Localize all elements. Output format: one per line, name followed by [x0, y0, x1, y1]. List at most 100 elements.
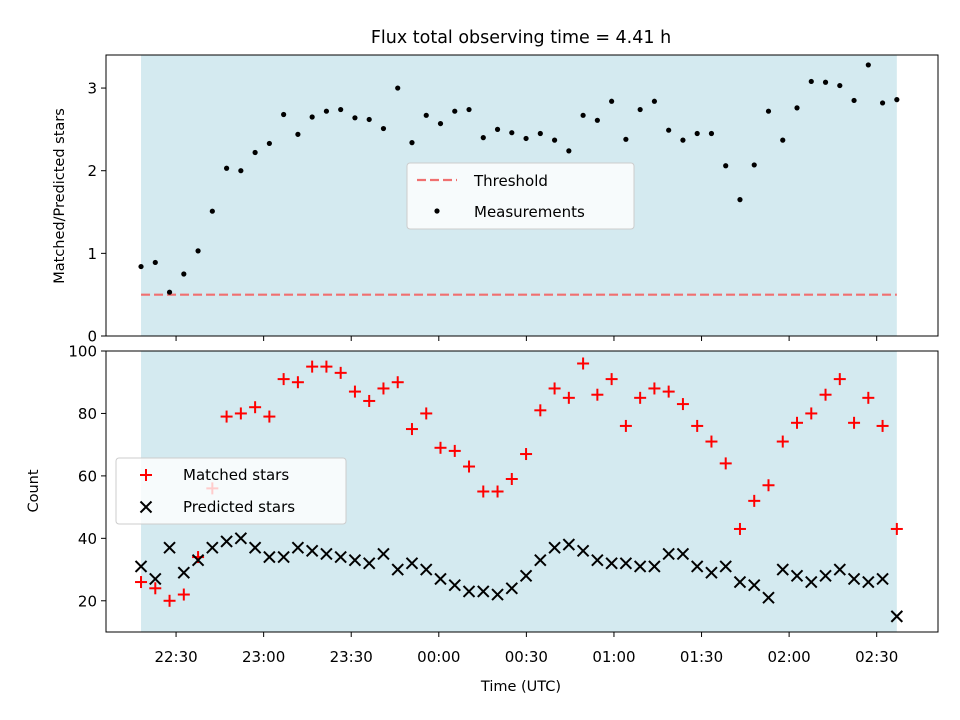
matched-star-point — [491, 485, 504, 498]
predicted-star-point — [177, 566, 191, 579]
predicted-star-point — [562, 538, 576, 551]
x-tick-label: 02:00 — [767, 648, 810, 666]
measurement-point — [209, 208, 215, 214]
predicted-star-point — [748, 578, 761, 592]
predicted-star-point — [334, 550, 347, 564]
x-tick-label: 23:30 — [330, 648, 373, 666]
matched-star-point — [577, 357, 590, 370]
x-tick-label: 02:30 — [855, 648, 898, 666]
legend-measurements-swatch — [434, 208, 440, 214]
predicted-star-point — [690, 560, 704, 573]
predicted-star-point — [705, 566, 718, 579]
matched-star-point — [177, 588, 190, 601]
predicted-star-point — [505, 582, 519, 595]
measurement-point — [252, 149, 258, 156]
top-panel: 0 1 2 3 Matched/Predicted stars Threshold M… — [52, 54, 939, 346]
measurement-point — [666, 127, 672, 133]
measurement-point — [223, 165, 230, 171]
measurement-point — [494, 126, 501, 132]
measurement-point — [523, 135, 529, 142]
measurement-point — [637, 106, 643, 113]
matched-star-point — [348, 385, 361, 398]
matched-star-point — [705, 435, 718, 448]
predicted-star-point — [206, 541, 219, 554]
matched-star-point — [363, 394, 376, 407]
matched-star-point — [776, 435, 789, 448]
measurement-point — [723, 163, 729, 169]
matched-star-point — [691, 419, 704, 432]
predicted-star-point — [876, 572, 889, 586]
matched-star-point — [791, 416, 804, 429]
predicted-star-point — [362, 557, 376, 570]
x-tick-label: 01:00 — [592, 648, 635, 666]
x-tick-label: 00:00 — [417, 648, 460, 666]
matched-star-point — [505, 473, 518, 486]
x-tick-label: 00:30 — [505, 648, 548, 666]
measurement-point — [708, 130, 715, 137]
matched-star-point — [562, 391, 575, 404]
matched-star-point — [263, 410, 276, 423]
matched-star-point — [848, 416, 861, 429]
measurement-point — [694, 130, 700, 137]
predicted-star-point — [776, 563, 789, 576]
matched-star-point — [149, 582, 162, 595]
measurement-point — [395, 85, 401, 91]
bottom-y-axis: 20 40 60 80 100 — [68, 343, 106, 610]
predicted-star-point — [576, 544, 590, 558]
legend-predicted-swatch — [139, 500, 153, 514]
predicted-star-point — [833, 563, 847, 576]
measurement-point — [152, 259, 158, 266]
bottom-y-tick-label: 60 — [78, 467, 97, 485]
measurement-point — [609, 98, 615, 104]
measurement-point — [765, 108, 772, 114]
predicted-star-point — [605, 557, 618, 570]
predicted-star-point — [448, 578, 461, 592]
matched-star-point — [862, 391, 875, 404]
matched-star-point — [520, 448, 533, 461]
measurement-point — [352, 115, 358, 121]
predicted-star-point — [348, 553, 362, 567]
predicted-star-point — [420, 563, 433, 576]
matched-star-point — [291, 376, 304, 389]
matched-star-point — [220, 410, 233, 423]
measurement-point — [509, 130, 515, 136]
measurement-point — [323, 108, 330, 114]
x-tick-label: 22:30 — [154, 648, 197, 666]
matched-star-point — [833, 373, 846, 386]
predicted-star-point — [149, 572, 162, 586]
matched-star-point — [676, 398, 689, 411]
measurement-point — [281, 111, 287, 118]
bottom-y-tick-label: 80 — [78, 405, 97, 423]
measurement-point — [594, 117, 600, 123]
bottom-panel: 20 40 60 80 100 22:30 23:00 23:30 00:00 00:30 01:… — [26, 343, 939, 695]
measurement-point — [680, 137, 686, 143]
x-tick-label: 01:30 — [680, 648, 723, 666]
matched-star-point — [434, 441, 447, 454]
measurement-point — [480, 135, 486, 141]
top-legend-box — [406, 162, 635, 230]
measurement-point — [651, 98, 658, 104]
bottom-y-tick-label: 100 — [68, 343, 97, 361]
measurement-point — [808, 78, 814, 85]
top-y-axis: 0 1 2 3 — [87, 80, 106, 346]
measurement-point — [409, 140, 415, 146]
matched-star-point — [876, 419, 889, 432]
predicted-star-point — [277, 550, 290, 564]
bottom-y-axis-label: Count — [26, 469, 42, 512]
matched-star-point — [733, 522, 746, 535]
measurement-point — [266, 140, 272, 147]
predicted-star-point — [405, 557, 419, 570]
matched-star-point — [819, 388, 832, 401]
matched-star-point — [662, 385, 675, 398]
bottom-y-tick-label: 20 — [78, 592, 97, 610]
matched-star-point — [534, 404, 547, 417]
matched-star-point — [334, 366, 347, 379]
predicted-star-point — [477, 585, 490, 598]
legend-matched-label: Matched stars — [183, 466, 289, 484]
measurement-point — [295, 131, 301, 137]
predicted-star-point — [234, 532, 248, 545]
bottom-plot-frame — [105, 350, 939, 633]
matched-star-point — [719, 457, 732, 470]
matched-star-point — [463, 460, 476, 473]
measurement-point — [238, 168, 244, 174]
